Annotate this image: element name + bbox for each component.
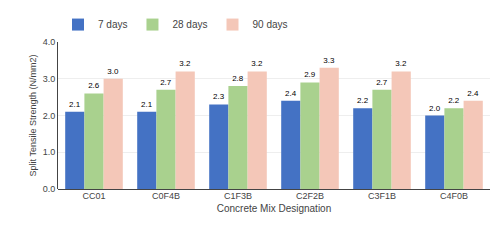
svg-text:2.6: 2.6 [88,81,100,90]
svg-text:2.4: 2.4 [285,89,297,98]
svg-text:C1F3B: C1F3B [224,191,252,201]
svg-text:2.0: 2.0 [43,111,56,121]
svg-text:2.8: 2.8 [232,74,244,83]
svg-text:2.0: 2.0 [429,104,441,113]
svg-text:2.9: 2.9 [304,70,316,79]
svg-text:28 days: 28 days [172,19,207,30]
svg-text:2.7: 2.7 [160,78,172,87]
svg-text:2.7: 2.7 [376,78,388,87]
svg-text:3.0: 3.0 [107,67,119,76]
svg-text:1.0: 1.0 [43,147,56,157]
svg-text:3.2: 3.2 [179,59,191,68]
svg-text:2.3: 2.3 [213,92,225,101]
svg-text:3.0: 3.0 [43,74,56,84]
svg-text:4.0: 4.0 [43,37,56,47]
svg-text:C3F1B: C3F1B [368,191,396,201]
svg-text:CC01: CC01 [82,191,105,201]
svg-text:3.3: 3.3 [323,56,335,65]
svg-text:C0F4B: C0F4B [152,191,180,201]
svg-text:3.2: 3.2 [395,59,407,68]
svg-text:90 days: 90 days [253,19,288,30]
svg-text:C2F2B: C2F2B [296,191,324,201]
svg-text:2.4: 2.4 [467,89,479,98]
svg-text:3.2: 3.2 [251,59,263,68]
svg-text:Concrete Mix Designation: Concrete Mix Designation [217,203,332,214]
svg-text:C4F0B: C4F0B [440,191,468,201]
svg-text:2.1: 2.1 [141,100,153,109]
svg-text:7 days: 7 days [98,19,127,30]
svg-text:2.1: 2.1 [69,100,81,109]
svg-text:0.0: 0.0 [43,184,56,194]
svg-text:Split Tensile Strength (N/mm2): Split Tensile Strength (N/mm2) [28,55,38,177]
svg-text:2.2: 2.2 [357,96,369,105]
svg-text:2.2: 2.2 [448,96,460,105]
